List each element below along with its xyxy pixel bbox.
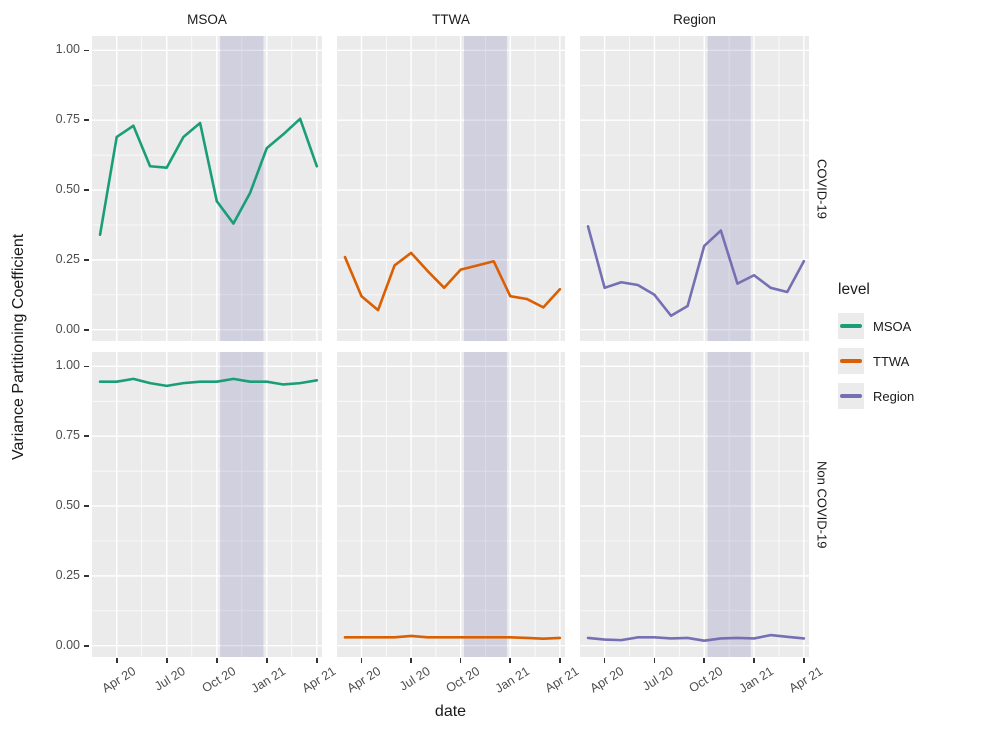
x-tick-mark (165, 658, 168, 663)
x-tick-label: Apr 20 (587, 664, 627, 696)
x-tick-label: Jul 20 (640, 664, 676, 694)
facet-strip-MSOA: MSOA (187, 12, 227, 27)
panel-Non COVID-19-TTWA (337, 352, 565, 657)
legend-line-swatch (840, 359, 862, 363)
y-tick-mark (84, 575, 89, 577)
x-tick-mark (459, 658, 462, 663)
panel-canvas (580, 36, 809, 341)
panel-COVID-19-TTWA (337, 36, 565, 341)
y-tick-label: 0.25 (55, 251, 80, 266)
series-line-Region (588, 635, 804, 641)
panel-canvas (92, 352, 322, 657)
series-line-Region (588, 226, 804, 315)
x-tick-label: Apr 20 (99, 664, 139, 696)
y-tick-mark (84, 189, 89, 191)
x-tick-label: Apr 21 (786, 664, 826, 696)
series-line-MSOA (100, 119, 317, 235)
x-tick-mark (653, 658, 656, 663)
panel-canvas (337, 352, 565, 657)
y-tick-mark (84, 644, 89, 647)
panel-COVID-19-MSOA (92, 36, 322, 341)
facet-strip-TTWA: TTWA (432, 12, 470, 27)
x-tick-label: Apr 20 (344, 664, 383, 696)
series-line-TTWA (345, 253, 560, 310)
legend-line-swatch (840, 324, 862, 328)
x-axis-title: date (434, 703, 467, 720)
legend-label: MSOA (873, 318, 912, 334)
y-tick-mark (84, 49, 89, 52)
legend-label: Region (873, 388, 915, 404)
x-tick-label: Jan 21 (248, 664, 289, 696)
panel-canvas (580, 352, 809, 657)
x-tick-mark (753, 658, 755, 663)
panel-Non COVID-19-MSOA (92, 352, 322, 657)
panel-Non COVID-19-Region (580, 352, 809, 657)
y-tick-label: 0.75 (55, 112, 80, 127)
panel-canvas (92, 36, 322, 341)
y-tick-mark (84, 119, 89, 121)
shaded-period-band (220, 36, 264, 341)
x-tick-label: Jul 20 (396, 664, 433, 694)
x-tick-mark (559, 658, 561, 663)
panel-canvas (337, 36, 565, 341)
x-tick-mark (266, 658, 268, 663)
y-tick-label: 1.00 (55, 358, 80, 373)
x-tick-mark (703, 658, 706, 663)
legend-key-TTWA (838, 348, 864, 374)
y-tick-mark (84, 435, 89, 437)
facet-strip-Non COVID-19: Non COVID-19 (814, 460, 830, 549)
x-tick-mark (603, 658, 606, 663)
legend-entry-MSOA: MSOA (838, 313, 914, 339)
panel-COVID-19-Region (580, 36, 809, 341)
x-tick-label: Apr 21 (542, 664, 582, 696)
legend-line-swatch (840, 394, 862, 398)
y-tick-mark (84, 259, 89, 261)
legend-entries: MSOA TTWA Region (838, 313, 914, 409)
y-tick-mark (84, 328, 89, 331)
x-tick-label: Apr 21 (299, 664, 339, 696)
y-axis-title: Variance Partitioning Coefficient (10, 233, 27, 460)
x-tick-label: Jan 21 (492, 664, 532, 696)
shaded-period-band (463, 352, 507, 657)
x-tick-mark (803, 658, 805, 663)
legend: level MSOA TTWA Region (838, 281, 914, 418)
y-tick-label: 0.25 (55, 567, 80, 582)
facet-strip-COVID-19: COVID-19 (814, 158, 830, 219)
y-tick-label: 0.00 (55, 321, 80, 336)
y-tick-mark (84, 505, 89, 507)
shaded-period-band (707, 36, 751, 341)
series-line-TTWA (345, 636, 560, 639)
x-tick-mark (115, 658, 118, 663)
x-tick-mark (215, 658, 218, 663)
x-tick-mark (360, 658, 363, 663)
x-tick-label: Jul 20 (152, 664, 189, 694)
y-tick-label: 1.00 (55, 42, 80, 57)
legend-entry-TTWA: TTWA (838, 348, 914, 374)
facet-strip-Region: Region (673, 12, 716, 27)
shaded-period-band (220, 352, 264, 657)
x-tick-mark (316, 658, 318, 663)
legend-entry-Region: Region (838, 383, 914, 409)
legend-key-Region (838, 383, 864, 409)
x-tick-label: Oct 20 (687, 664, 726, 696)
y-tick-label: 0.50 (55, 182, 80, 197)
x-tick-label: Oct 20 (443, 664, 483, 696)
x-tick-mark (410, 658, 412, 663)
x-tick-mark (509, 658, 512, 663)
y-tick-mark (84, 365, 89, 368)
legend-title: level (838, 281, 870, 298)
y-tick-label: 0.50 (55, 498, 80, 513)
series-line-MSOA (100, 379, 317, 386)
y-tick-label: 0.75 (55, 428, 80, 443)
legend-label: TTWA (873, 353, 910, 369)
y-tick-label: 0.00 (55, 637, 80, 652)
shaded-period-band (707, 352, 751, 657)
shaded-period-band (463, 36, 507, 341)
legend-key-MSOA (838, 313, 864, 339)
x-tick-label: Oct 20 (199, 664, 239, 696)
x-tick-label: Jan 21 (736, 664, 776, 696)
